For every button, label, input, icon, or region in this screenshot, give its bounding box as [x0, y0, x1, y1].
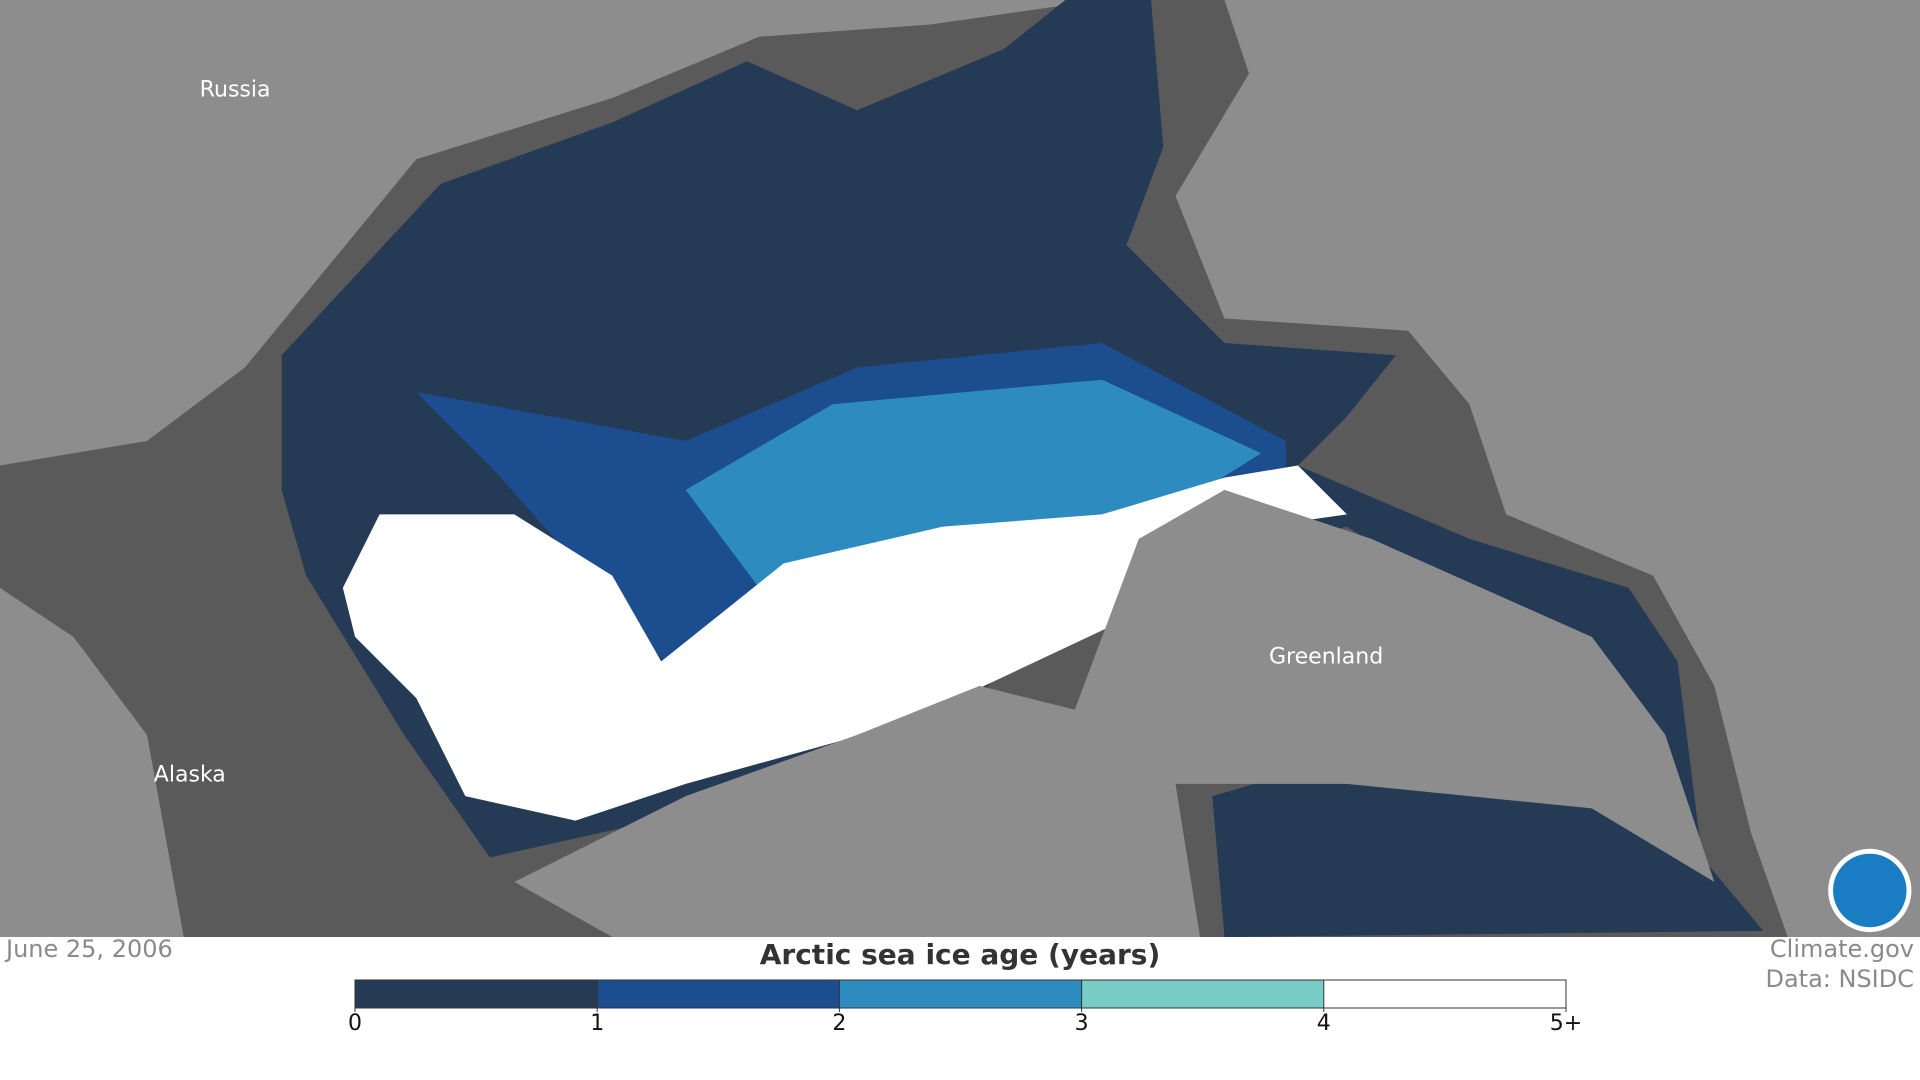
- credit: Climate.gov: [1770, 935, 1914, 963]
- ice-2yr: [685, 379, 1262, 588]
- map-label: Alaska: [154, 762, 226, 787]
- land-mass: [0, 0, 245, 937]
- legend-tick-label: 5+: [1550, 1011, 1582, 1036]
- ice-old: [342, 465, 1347, 821]
- map-label: Greenland: [1269, 645, 1383, 670]
- legend-title: Arctic sea ice age (years): [760, 938, 1161, 971]
- archipelago: [514, 685, 1200, 937]
- legend-tick-label: 2: [832, 1011, 846, 1036]
- legend-swatch: [597, 980, 840, 1008]
- date: June 25, 2006: [4, 935, 173, 963]
- legend-tick-label: 1: [590, 1011, 604, 1036]
- greenland: [1065, 489, 1715, 882]
- credit: Data: NSIDC: [1765, 965, 1914, 993]
- legend-swatch: [839, 980, 1082, 1008]
- legend-tick-label: 4: [1317, 1011, 1331, 1036]
- map-label: Russia: [200, 78, 271, 103]
- legend-tick-label: 3: [1075, 1011, 1089, 1036]
- logo-inner: [1833, 853, 1907, 928]
- map: Russia Alaska Greenland: [0, 0, 1920, 937]
- legend-swatch: [1323, 980, 1566, 1008]
- legend-swatch: [1081, 980, 1324, 1008]
- legend-tick-label: 0: [348, 1011, 362, 1036]
- legend-swatch: [355, 980, 598, 1008]
